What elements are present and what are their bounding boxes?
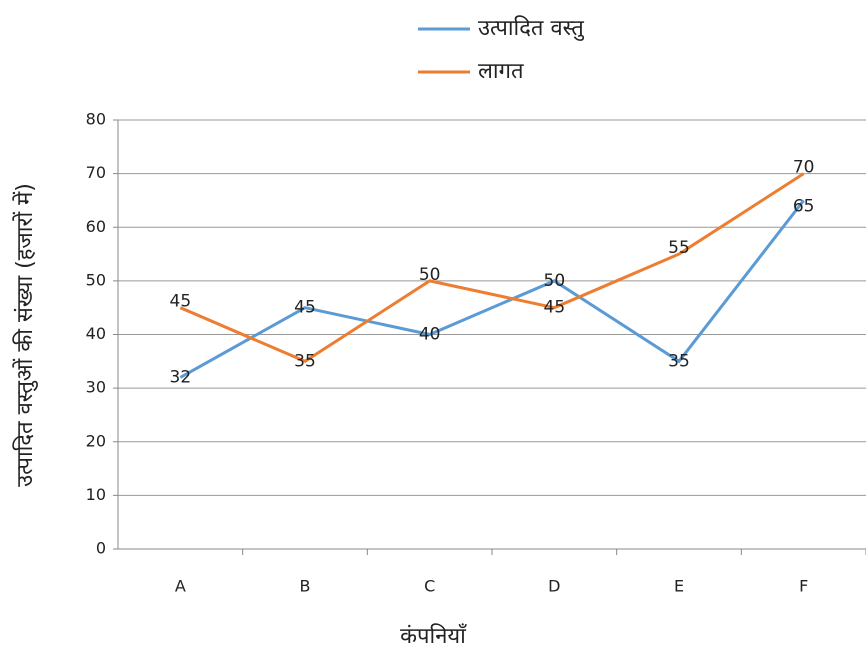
y-tick-label: 50	[86, 270, 106, 289]
x-tick-label: A	[175, 577, 186, 596]
y-tick-label: 30	[86, 378, 106, 397]
data-label: 45	[294, 298, 316, 318]
y-tick-label: 70	[86, 163, 106, 182]
data-label: 65	[793, 196, 815, 216]
y-tick-label: 80	[86, 110, 106, 129]
y-axis-label: उत्पादित वस्तुओं की संख्या (हजारों में)	[12, 183, 38, 487]
series-line	[179, 199, 805, 379]
data-label: 32	[170, 367, 192, 387]
data-label: 45	[544, 298, 566, 318]
x-tick-label: D	[548, 577, 560, 596]
x-tick-label: E	[674, 577, 684, 596]
y-tick-label: 40	[86, 324, 106, 343]
y-tick-label: 20	[86, 431, 106, 450]
legend-label: उत्पादित वस्तु	[478, 15, 585, 41]
x-tick-label: F	[799, 577, 808, 596]
y-tick-label: 0	[96, 539, 106, 558]
data-label: 40	[419, 325, 441, 345]
data-label: 55	[668, 238, 690, 258]
data-label: 35	[668, 351, 690, 371]
y-tick-label: 10	[86, 485, 106, 504]
data-label: 50	[419, 265, 441, 285]
legend-label: लागत	[478, 59, 524, 84]
y-tick-label: 60	[86, 217, 106, 236]
x-tick-label: B	[300, 577, 311, 596]
data-label: 35	[294, 351, 316, 371]
x-tick-label: C	[424, 577, 435, 596]
data-label: 70	[793, 158, 815, 178]
series-line	[179, 172, 805, 364]
data-label: 50	[544, 271, 566, 291]
x-axis-label: कंपनियाँ	[400, 623, 467, 649]
data-label: 45	[170, 292, 192, 312]
